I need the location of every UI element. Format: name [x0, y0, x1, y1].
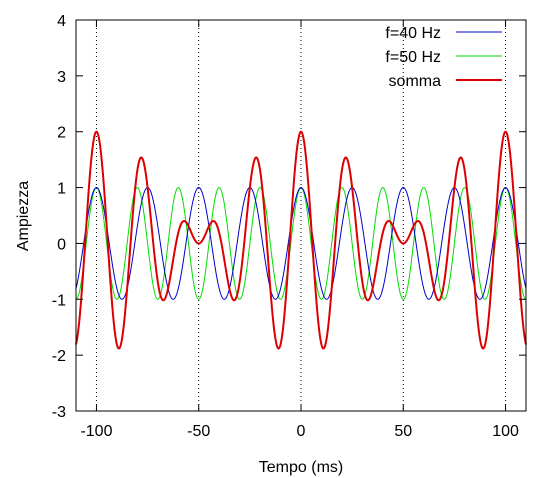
x-tick-label: 0	[297, 423, 306, 440]
x-tick-label: -50	[187, 423, 210, 440]
y-tick-label: -3	[52, 404, 66, 421]
y-tick-label: 2	[57, 125, 66, 142]
legend-label: f=50 Hz	[385, 49, 441, 66]
y-tick-label: 3	[57, 69, 66, 86]
y-tick-label: 1	[57, 181, 66, 198]
series-lines	[75, 130, 527, 350]
x-tick-labels: -100 -50 0 50 100	[80, 423, 519, 440]
grid-lines	[95, 20, 507, 411]
y-tick-label: 4	[57, 13, 66, 30]
legend-label: f=40 Hz	[385, 25, 441, 42]
x-axis-label: Tempo (ms)	[259, 459, 343, 476]
x-tick-label: 100	[492, 423, 519, 440]
axis-ticks	[76, 19, 526, 412]
series-line-f40	[75, 187, 527, 300]
x-tick-label: 50	[394, 423, 412, 440]
y-tick-label: -1	[52, 292, 66, 309]
y-tick-labels: -3 -2 -1 0 1 2 3 4	[52, 13, 66, 421]
y-tick-label: -2	[52, 348, 66, 365]
x-tick-label: -100	[80, 423, 112, 440]
legend: f=40 Hz f=50 Hz somma	[385, 25, 502, 90]
series-line-somma	[75, 130, 527, 350]
legend-label: somma	[389, 73, 442, 90]
y-axis-label: Ampiezza	[15, 181, 32, 251]
y-tick-label: 0	[57, 236, 66, 253]
